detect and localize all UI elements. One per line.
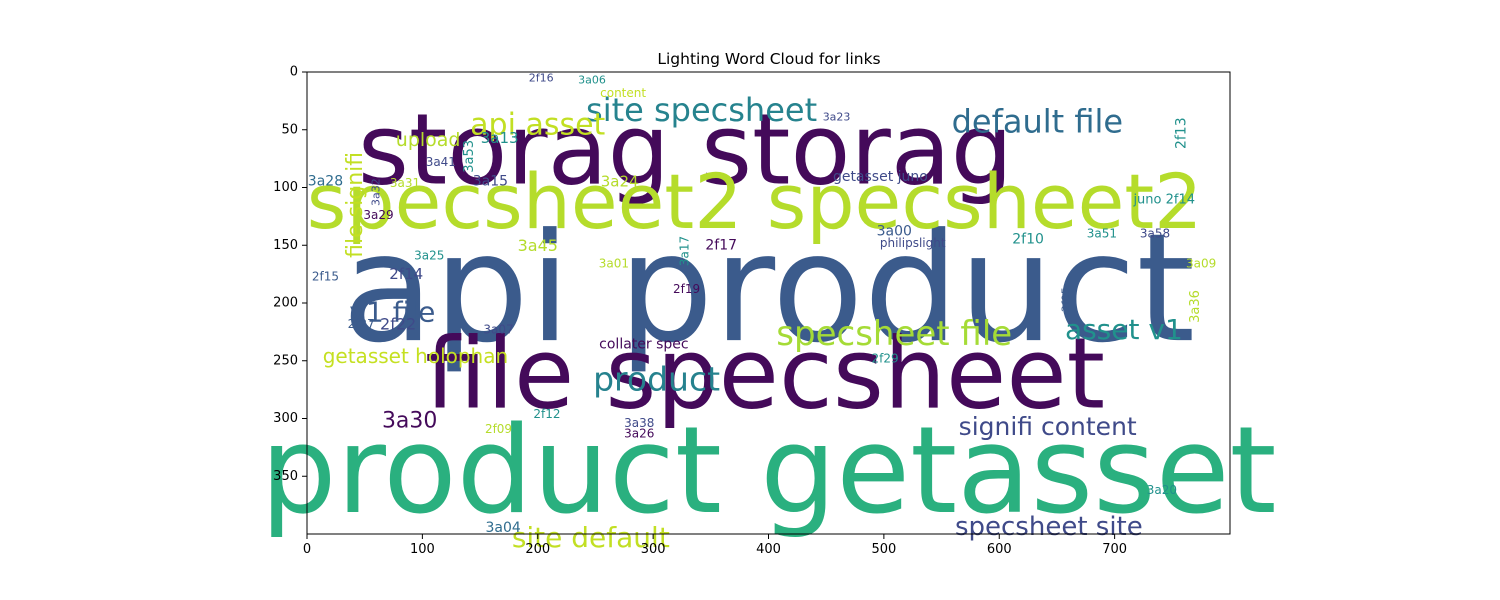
cloud-word: api product: [342, 202, 1195, 376]
y-tick-label: 200: [273, 296, 298, 311]
cloud-word: 3a04: [485, 520, 520, 536]
cloud-word: 2f14: [389, 265, 423, 283]
cloud-word: 2f17: [705, 237, 737, 253]
x-tick-label: 700: [1102, 542, 1127, 557]
cloud-word: 3a30: [382, 408, 437, 433]
cloud-word: file specsheet: [425, 318, 1105, 432]
cloud-word: 3a26: [624, 427, 654, 441]
cloud-word: 3a07: [483, 323, 513, 337]
cloud-word: 3a25: [414, 249, 444, 263]
cloud-word: content: [600, 86, 646, 100]
cloud-word: 3a38: [624, 416, 654, 430]
cloud-word: 3a23: [823, 111, 851, 124]
cloud-word: 2f16: [529, 71, 554, 84]
cloud-word: product: [593, 360, 720, 399]
cloud-word: 3a32: [370, 178, 383, 206]
cloud-word: 3a17: [677, 236, 691, 266]
cloud-word: 2f10: [1012, 231, 1044, 247]
cloud-word: 3a01: [599, 257, 629, 271]
x-tick-label: 100: [410, 542, 435, 557]
x-axis: 0 100 200 300 400 500 600 700: [303, 534, 1127, 557]
x-tick-label: 300: [641, 542, 666, 557]
cloud-word: 2f05: [1060, 287, 1073, 312]
cloud-word: 3a06: [578, 74, 606, 87]
cloud-word: v1 file: [349, 296, 435, 329]
cloud-word: getasset holophan: [323, 344, 508, 368]
cloud-word: 2f29: [871, 351, 898, 365]
cloud-word: 3a53: [462, 140, 477, 173]
y-tick-label: 150: [273, 238, 298, 253]
cloud-word: 3a13: [481, 129, 519, 147]
cloud-word: juno 2f14: [1132, 193, 1195, 208]
plot-area: [307, 72, 1230, 534]
y-tick-label: 100: [273, 180, 298, 195]
cloud-word: philipslight: [880, 236, 946, 250]
cloud-word: 2f15: [312, 269, 339, 283]
cloud-word: 3a24: [601, 173, 639, 191]
cloud-word: 3a20: [1147, 483, 1177, 497]
cloud-word: specsheet site: [955, 512, 1143, 542]
cloud-word: 2f22: [380, 314, 416, 333]
cloud-word: 3a29: [363, 208, 393, 222]
cloud-word: 3a15: [473, 174, 508, 190]
cloud-word: specsheet2 specsheet2: [307, 157, 1203, 246]
cloud-word: 3a51: [1087, 227, 1117, 241]
cloud-word: default file: [952, 103, 1124, 141]
cloud-word: 3a58: [1140, 227, 1170, 241]
x-tick-label: 600: [987, 542, 1012, 557]
cloud-word: getasset juno: [833, 169, 928, 185]
x-tick-label: 500: [871, 542, 896, 557]
cloud-word: site specsheet: [586, 91, 817, 129]
y-axis: 0 50 100 150 200 250 300 350: [273, 65, 307, 484]
x-tick-label: 0: [303, 542, 311, 557]
cloud-word: 3a28: [308, 174, 343, 190]
x-tick-label: 200: [525, 542, 550, 557]
y-tick-label: 350: [273, 469, 298, 484]
cloud-word: 2f12: [533, 407, 560, 421]
cloud-word: signifi content: [959, 412, 1137, 441]
cloud-word: 3a41: [426, 155, 456, 169]
cloud-word: collater spec: [599, 337, 688, 353]
cloud-word: 3a36: [1188, 290, 1203, 323]
cloud-word: file signifi: [343, 152, 368, 258]
cloud-word: specsheet file: [776, 314, 1012, 354]
cloud-word: storag storag: [358, 94, 1013, 208]
cloud-word: api asset: [470, 108, 605, 143]
cloud-word: 2f27: [348, 317, 375, 331]
y-tick-label: 50: [281, 122, 298, 137]
y-tick-label: 250: [273, 353, 298, 368]
cloud-word: 3a45: [518, 236, 558, 255]
y-tick-label: 300: [273, 411, 298, 426]
cloud-word: 2f09: [485, 422, 512, 436]
cloud-word: 2f19: [673, 282, 700, 296]
x-tick-label: 400: [756, 542, 781, 557]
cloud-word: 3a09: [1186, 257, 1216, 271]
cloud-word: upload: [396, 129, 461, 151]
y-tick-label: 0: [290, 65, 298, 80]
cloud-word: product getasset: [260, 402, 1276, 541]
chart-title: Lighting Word Cloud for links: [657, 50, 880, 68]
cloud-word: asset v1: [1065, 313, 1183, 346]
cloud-word: 3a31: [390, 176, 420, 190]
cloud-word: 2f13: [1174, 117, 1190, 149]
cloud-word: 3a00: [877, 223, 912, 239]
